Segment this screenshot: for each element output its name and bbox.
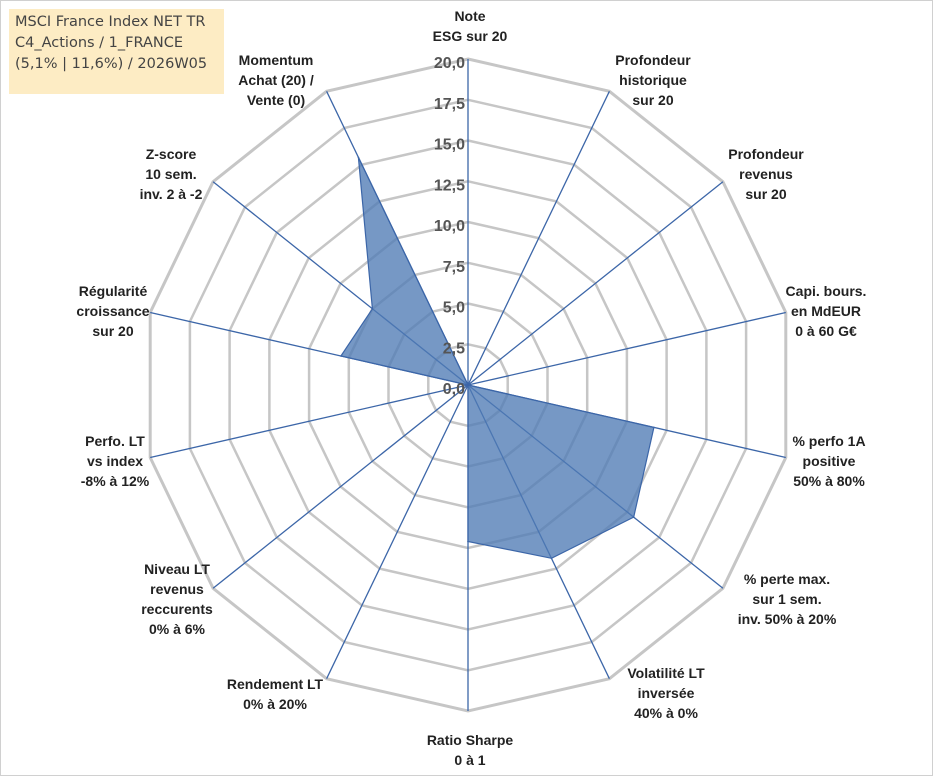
data-point-13 <box>357 156 360 159</box>
spoke-8 <box>326 384 469 679</box>
chart-title-box: MSCI France Index NET TR C4_Actions / 1_… <box>9 9 224 94</box>
data-point-6 <box>550 557 553 560</box>
radial-tick-labels: 0,0 2,5 5,0 7,5 10,0 12,5 15,0 17,5 20,0 <box>434 55 465 398</box>
tick-label-5: 12,5 <box>434 177 465 194</box>
axis-label-9: Niveau LT revenus reccurents 0% à 6% <box>141 561 213 637</box>
series-area-0 <box>339 157 655 559</box>
tick-label-0: 0,0 <box>443 381 465 398</box>
tick-label-7: 17,5 <box>434 96 465 113</box>
spoke-9 <box>212 384 469 589</box>
tick-label-2: 5,0 <box>443 300 465 317</box>
spoke-1 <box>467 91 610 386</box>
axis-label-13: Momentum Achat (20) / Vente (0) <box>238 52 314 108</box>
axis-labels: Note ESG sur 20 Profondeur historique sur 20… <box>76 8 866 768</box>
axis-label-10: Perfo. LT vs index -8% à 12% <box>81 433 150 489</box>
axis-label-6: Volatilité LT inversée 40% à 0% <box>627 665 705 721</box>
axis-label-4: % perfo 1A positive 50% à 80% <box>792 433 865 489</box>
axis-label-2: Profondeur revenus sur 20 <box>728 146 804 202</box>
data-point-10 <box>467 384 469 386</box>
title-line-1: MSCI France Index NET TR <box>15 14 206 30</box>
axis-label-0: Note ESG sur 20 <box>433 8 508 44</box>
data-point-4 <box>653 426 655 429</box>
data-point-7 <box>467 540 469 543</box>
radar-series <box>339 156 655 560</box>
data-point-12 <box>371 308 374 310</box>
axis-label-12: Z-score 10 sem. inv. 2 à -2 <box>140 146 203 202</box>
axis-label-3: Capi. bours. en MdEUR 0 à 60 G€ <box>786 283 867 339</box>
tick-label-8: 20,0 <box>434 55 465 72</box>
axis-label-5: % perte max. sur 1 sem. inv. 50% à 20% <box>738 571 837 627</box>
axis-label-11: Régularité croissance sur 20 <box>76 283 149 339</box>
data-point-11 <box>340 355 342 357</box>
spoke-2 <box>467 181 724 386</box>
tick-label-3: 7,5 <box>443 259 465 276</box>
tick-label-6: 15,0 <box>434 137 465 154</box>
axis-label-1: Profondeur historique sur 20 <box>615 52 691 108</box>
spoke-3 <box>467 311 786 386</box>
tick-label-1: 2,5 <box>443 340 465 357</box>
spoke-10 <box>150 384 469 459</box>
tick-label-4: 10,0 <box>434 218 465 235</box>
axis-label-8: Rendement LT 0% à 20% <box>227 676 324 712</box>
title-line-2: C4_Actions / 1_FRANCE <box>15 35 184 51</box>
title-line-3: (5,1% | 11,6%) / 2026W05 <box>15 56 208 72</box>
data-point-5 <box>632 516 635 518</box>
axis-label-7: Ratio Sharpe 0 à 1 <box>427 732 514 768</box>
